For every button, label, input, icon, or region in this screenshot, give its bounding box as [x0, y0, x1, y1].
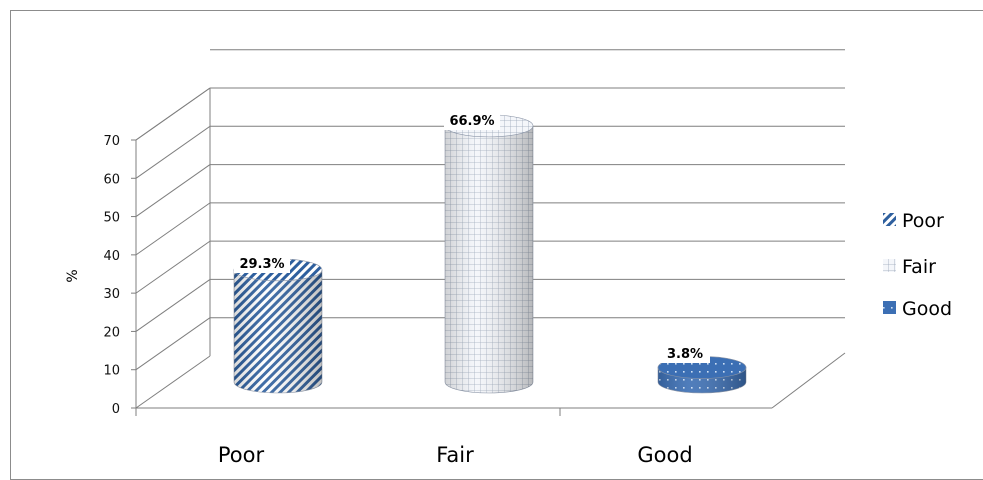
floor-right-edge [772, 353, 845, 408]
bar-fair [445, 115, 533, 393]
bar-poor [234, 259, 322, 393]
legend: Poor Fair Good [883, 210, 952, 320]
legend-label-poor: Poor [902, 210, 944, 232]
gridline-side [136, 88, 210, 140]
y-axis-label: % [65, 269, 81, 282]
bar-shading-fair [445, 126, 533, 393]
legend-swatch-good [883, 301, 896, 314]
y-tick-label: 0 [112, 402, 120, 417]
gridline-side [136, 241, 210, 293]
y-tick-label: 20 [103, 325, 120, 340]
y-tick-label: 30 [103, 287, 120, 302]
y-tick-label: 50 [103, 211, 120, 226]
x-axis-tickmarks [136, 408, 560, 416]
gridline-side [136, 126, 210, 178]
legend-label-good: Good [902, 298, 952, 320]
gridline-side [136, 203, 210, 255]
y-tick-label: 60 [103, 172, 120, 187]
legend-swatch-fair [883, 259, 896, 272]
legend-label-fair: Fair [902, 256, 936, 278]
x-tick-label-fair: Fair [436, 443, 474, 465]
y-axis-ticks: 0 10 20 30 40 50 60 70 [103, 134, 136, 417]
x-tick-label-poor: Poor [218, 443, 265, 465]
y-tick-label: 40 [103, 249, 120, 264]
y-tick-label: 70 [103, 134, 120, 149]
data-label-fair: 66.9% [449, 114, 494, 129]
x-tick-label-good: Good [637, 443, 692, 465]
gridline-side [136, 165, 210, 217]
gridline-side [136, 318, 210, 370]
x-axis-labels: Poor Fair Good [218, 443, 693, 465]
legend-swatch-poor [883, 213, 896, 226]
chart-area: 0 10 20 30 40 50 60 70 % 29.3% 66.9% 3.8% Poor … [0, 0, 983, 465]
legend-item-poor: Poor [883, 210, 944, 232]
legend-item-good: Good [883, 298, 952, 320]
gridline-side [136, 279, 210, 331]
left-wall-bottom-edge [136, 356, 210, 408]
bar-shading-poor [234, 270, 322, 393]
data-label-poor: 29.3% [239, 257, 284, 272]
y-tick-label: 10 [103, 364, 120, 379]
data-label-good: 3.8% [667, 347, 703, 362]
legend-item-fair: Fair [883, 256, 936, 278]
